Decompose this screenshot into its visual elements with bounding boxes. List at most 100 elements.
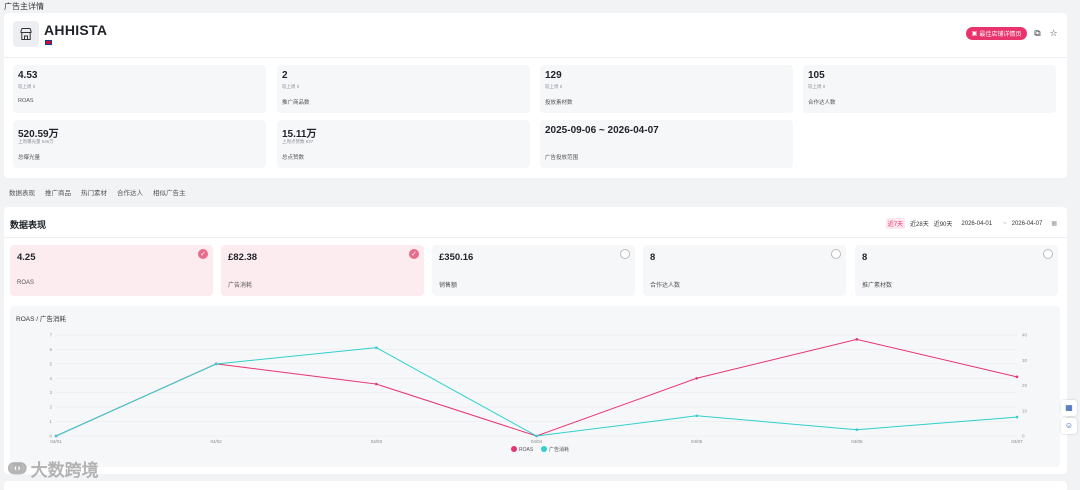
qr-code-icon[interactable]: ▦ xyxy=(1061,400,1077,416)
x-tick-label: 04/04 xyxy=(531,439,543,444)
y-right-tick-label: 10 xyxy=(1022,408,1028,413)
stat-card: 105 较上周 0 合作达人数 xyxy=(803,65,1056,113)
tab-creatives[interactable]: 热门素材 xyxy=(81,190,107,197)
y-left-tick-label: 2 xyxy=(49,405,52,410)
metric-value: 8 xyxy=(650,252,656,263)
x-tick-label: 04/02 xyxy=(211,439,223,444)
stat-label: 广告投放范围 xyxy=(545,155,579,161)
performance-divider xyxy=(4,237,1067,238)
stat-card: 2025-09-06 ~ 2026-04-07 广告投放范围 xyxy=(540,120,793,168)
metric-label: 广告消耗 xyxy=(228,283,253,289)
favorite-icon[interactable]: ☆ xyxy=(1049,28,1058,38)
y-left-tick-label: 6 xyxy=(49,347,52,352)
range-28-days[interactable]: 近28天 xyxy=(910,222,929,228)
metric-label: ROAS xyxy=(17,280,35,286)
metric-card-ad-spend[interactable]: £82.38 广告消耗 ✓ xyxy=(221,245,424,296)
tab-performance[interactable]: 数据表现 xyxy=(9,190,35,197)
metric-value: £350.16 xyxy=(439,252,474,263)
data-point xyxy=(695,376,698,380)
date-separator: ~ xyxy=(1003,220,1007,227)
y-right-tick-label: 30 xyxy=(1022,358,1028,363)
chart-container: ROAS / 广告消耗 0 1 2 3 4 5 6 7 0 10 20 30 40 04/01 04/02 0… xyxy=(10,306,1060,467)
y-left-tick-label: 5 xyxy=(49,361,52,366)
legend-marker xyxy=(511,446,517,452)
x-tick-label: 04/03 xyxy=(371,439,383,444)
line-chart: 0 1 2 3 4 5 6 7 0 10 20 30 40 04/01 04/02 04/03 04/04 04/… xyxy=(49,333,1028,453)
stat-value: 129 xyxy=(545,70,562,81)
stat-sub: 上周曝光量 536万 xyxy=(18,139,54,144)
check-icon[interactable]: ✓ xyxy=(409,249,419,259)
date-start[interactable]: 2026-04-01 xyxy=(961,220,993,227)
stat-value: 105 xyxy=(808,70,825,81)
stat-label: 投放素材数 xyxy=(545,100,573,106)
legend-label: 广告消耗 xyxy=(549,446,569,453)
data-point xyxy=(855,338,859,341)
watermark-logo-icon: ↈ xyxy=(8,458,27,478)
y-left-tick-label: 1 xyxy=(49,419,52,424)
y-left-tick-label: 4 xyxy=(49,376,52,381)
legend-marker xyxy=(541,446,547,452)
data-point xyxy=(214,362,218,366)
y-left-tick-label: 0 xyxy=(49,434,52,439)
advertiser-header-card: AHHISTA ▣ 最佳店铺详情页 ⧉ ☆ 4.53 较上周 0 ROAS 2 … xyxy=(4,13,1067,178)
uk-flag-icon xyxy=(45,40,52,45)
store-icon xyxy=(13,21,39,47)
stat-card: 129 较上周 0 投放素材数 xyxy=(540,65,793,113)
range-7-days[interactable]: 近7天 xyxy=(885,218,906,229)
tab-creators[interactable]: 合作达人 xyxy=(117,190,143,197)
stat-sub: 上周点赞数 637 xyxy=(282,139,314,144)
date-end[interactable]: 2026-04-07 xyxy=(1011,220,1043,227)
stat-value: 15.11万 xyxy=(282,129,317,140)
data-point xyxy=(1015,415,1019,419)
stat-card: 4.53 较上周 0 ROAS xyxy=(13,65,266,113)
metric-label: 合作达人数 xyxy=(650,283,681,289)
advertiser-name: AHHISTA xyxy=(44,22,108,38)
y-left-tick-label: 7 xyxy=(49,333,52,338)
next-section-card xyxy=(4,481,1067,490)
store-detail-button[interactable]: ▣ 最佳店铺详情页 xyxy=(966,27,1027,40)
radio-icon[interactable] xyxy=(620,249,630,259)
page-title: 广告主详情 xyxy=(4,2,44,11)
metric-card-creators[interactable]: 8 合作达人数 xyxy=(643,245,846,296)
y-right-tick-label: 20 xyxy=(1022,383,1028,388)
metric-card-sales[interactable]: £350.16 销售额 xyxy=(432,245,635,296)
tab-products[interactable]: 推广商品 xyxy=(45,190,71,197)
x-tick-label: 04/07 xyxy=(1011,439,1023,444)
stat-label: 总曝光量 xyxy=(18,155,41,161)
stat-sub: 较上周 0 xyxy=(18,84,36,89)
stat-label: 合作达人数 xyxy=(808,100,836,106)
stat-sub: 较上周 0 xyxy=(282,84,300,89)
stat-value: 4.53 xyxy=(18,70,38,81)
radio-icon[interactable] xyxy=(831,249,841,259)
stat-label: 推广商品数 xyxy=(282,100,310,106)
image-icon: ▣ xyxy=(971,31,978,37)
watermark: ↈ 大数跨境 xyxy=(8,456,99,481)
store-detail-button-label: 最佳店铺详情页 xyxy=(979,32,1022,38)
metric-label: 推广素材数 xyxy=(862,283,893,289)
data-point xyxy=(695,414,698,418)
stat-label: 总点赞数 xyxy=(282,155,305,161)
data-point xyxy=(375,382,378,386)
check-icon[interactable]: ✓ xyxy=(198,249,208,259)
calendar-icon[interactable]: ▦ xyxy=(1051,221,1057,227)
range-90-days[interactable]: 近90天 xyxy=(933,222,953,228)
metric-card-roas[interactable]: 4.25 ROAS ✓ xyxy=(10,245,213,296)
external-link-icon[interactable]: ⧉ xyxy=(1034,28,1041,38)
date-range-selector: 近7天 近28天 近90天 2026-04-01 ~ 2026-04-07 ▦ xyxy=(885,218,1057,229)
stat-value: 2025-09-06 ~ 2026-04-07 xyxy=(545,125,659,136)
stat-card: 2 较上周 0 推广商品数 xyxy=(277,65,530,113)
metric-value: 8 xyxy=(862,252,868,263)
legend-label: ROAS xyxy=(519,447,534,453)
data-point xyxy=(855,428,859,431)
tab-similar-advertisers[interactable]: 相似广告主 xyxy=(153,190,186,197)
stat-sub: 较上周 0 xyxy=(808,84,826,89)
performance-card: 数据表现 近7天 近28天 近90天 2026-04-01 ~ 2026-04-… xyxy=(4,207,1067,474)
metric-card-creatives[interactable]: 8 推广素材数 xyxy=(855,245,1058,296)
stat-card: 15.11万 上周点赞数 637 总点赞数 xyxy=(277,120,530,168)
y-right-tick-label: 40 xyxy=(1022,333,1028,338)
radio-icon[interactable] xyxy=(1043,249,1053,259)
metric-label: 销售额 xyxy=(439,283,458,289)
data-point xyxy=(1015,375,1019,379)
support-icon[interactable]: ☺ xyxy=(1061,418,1077,434)
stat-value: 2 xyxy=(282,70,288,81)
